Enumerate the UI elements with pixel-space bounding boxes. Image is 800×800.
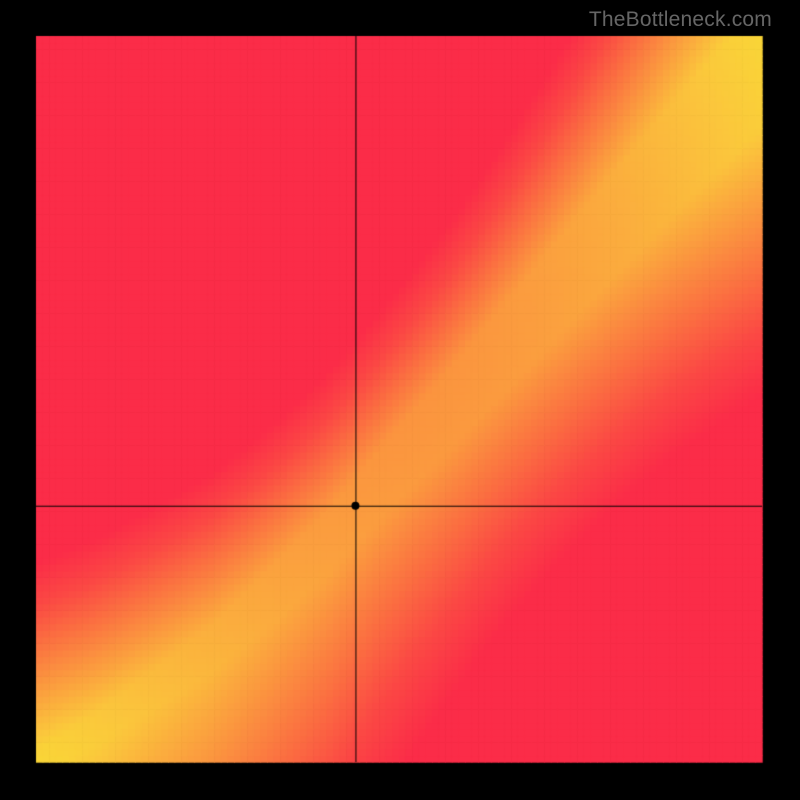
bottleneck-heatmap bbox=[0, 0, 800, 800]
watermark-label: TheBottleneck.com bbox=[589, 8, 772, 32]
chart-container: TheBottleneck.com bbox=[0, 0, 800, 800]
